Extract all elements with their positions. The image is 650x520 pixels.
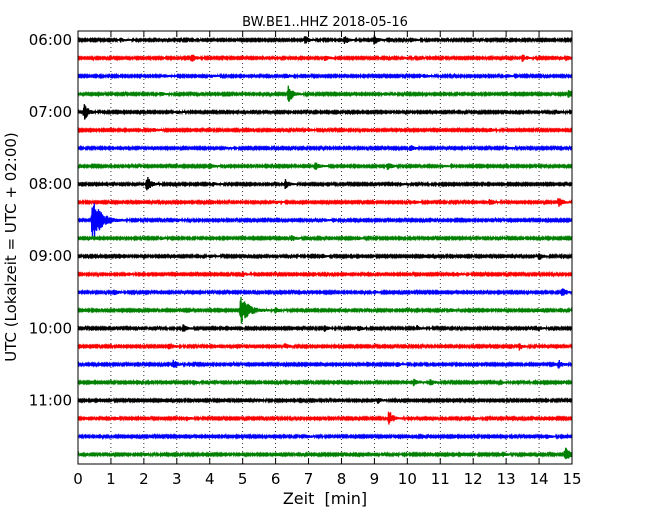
y-tick-label-3: 09:00 bbox=[29, 247, 72, 265]
x-tick-label-9: 9 bbox=[370, 470, 380, 488]
x-tick-label-3: 3 bbox=[172, 470, 182, 488]
trace-0730 bbox=[77, 144, 573, 152]
y-tick-label-5: 11:00 bbox=[29, 391, 72, 409]
trace-1115 bbox=[77, 411, 573, 425]
x-tick-label-10: 10 bbox=[398, 470, 417, 488]
vertical-grid bbox=[110, 31, 540, 464]
x-tick-label-6: 6 bbox=[271, 470, 281, 488]
x-tick-label-8: 8 bbox=[337, 470, 347, 488]
x-tick-label-0: 0 bbox=[73, 470, 83, 488]
trace-0915 bbox=[77, 270, 573, 278]
trace-0700 bbox=[77, 104, 573, 120]
chart-title: BW.BE1..HHZ 2018-05-16 bbox=[242, 15, 408, 30]
trace-0630 bbox=[77, 72, 573, 80]
trace-1100 bbox=[77, 396, 573, 404]
y-tick-label-4: 10:00 bbox=[29, 319, 72, 337]
x-tick-label-1: 1 bbox=[106, 470, 116, 488]
y-tick-label-0: 06:00 bbox=[29, 31, 72, 49]
trace-0830 bbox=[77, 203, 573, 238]
trace-1130 bbox=[77, 432, 573, 440]
trace-0900 bbox=[77, 252, 573, 261]
y-axis: 06:00 07:00 08:00 09:00 10:00 11:00 bbox=[29, 31, 572, 409]
trace-0945 bbox=[77, 296, 573, 324]
y-tick-label-2: 08:00 bbox=[29, 175, 72, 193]
trace-1030 bbox=[77, 359, 573, 369]
y-axis-label: UTC (Lokalzeit = UTC + 02:00) bbox=[2, 132, 20, 362]
trace-0645 bbox=[77, 85, 573, 102]
x-tick-label-5: 5 bbox=[238, 470, 248, 488]
x-axis-label: Zeit [min] bbox=[283, 489, 367, 508]
trace-group bbox=[77, 34, 573, 460]
trace-0615 bbox=[77, 54, 573, 62]
x-tick-label-7: 7 bbox=[304, 470, 314, 488]
x-tick-label-11: 11 bbox=[431, 470, 450, 488]
trace-0600 bbox=[77, 34, 573, 45]
trace-0715 bbox=[77, 126, 573, 134]
trace-1045 bbox=[77, 378, 573, 387]
x-tick-label-2: 2 bbox=[139, 470, 149, 488]
plot-frame bbox=[77, 30, 573, 465]
trace-0815 bbox=[77, 198, 573, 207]
trace-1000 bbox=[77, 324, 573, 332]
trace-1015 bbox=[77, 342, 573, 351]
trace-0930 bbox=[77, 288, 573, 296]
x-tick-label-13: 13 bbox=[497, 470, 516, 488]
x-tick-label-4: 4 bbox=[205, 470, 215, 488]
trace-0745 bbox=[77, 162, 573, 170]
y-tick-label-1: 07:00 bbox=[29, 103, 72, 121]
x-tick-label-14: 14 bbox=[530, 470, 549, 488]
trace-0845 bbox=[77, 234, 573, 242]
trace-0800 bbox=[77, 177, 573, 191]
x-tick-label-12: 12 bbox=[464, 470, 483, 488]
x-axis: 0 1 2 3 4 5 6 7 8 9 10 11 12 13 14 15 bbox=[73, 31, 582, 488]
x-tick-label-15: 15 bbox=[562, 470, 581, 488]
trace-1145 bbox=[77, 447, 573, 460]
